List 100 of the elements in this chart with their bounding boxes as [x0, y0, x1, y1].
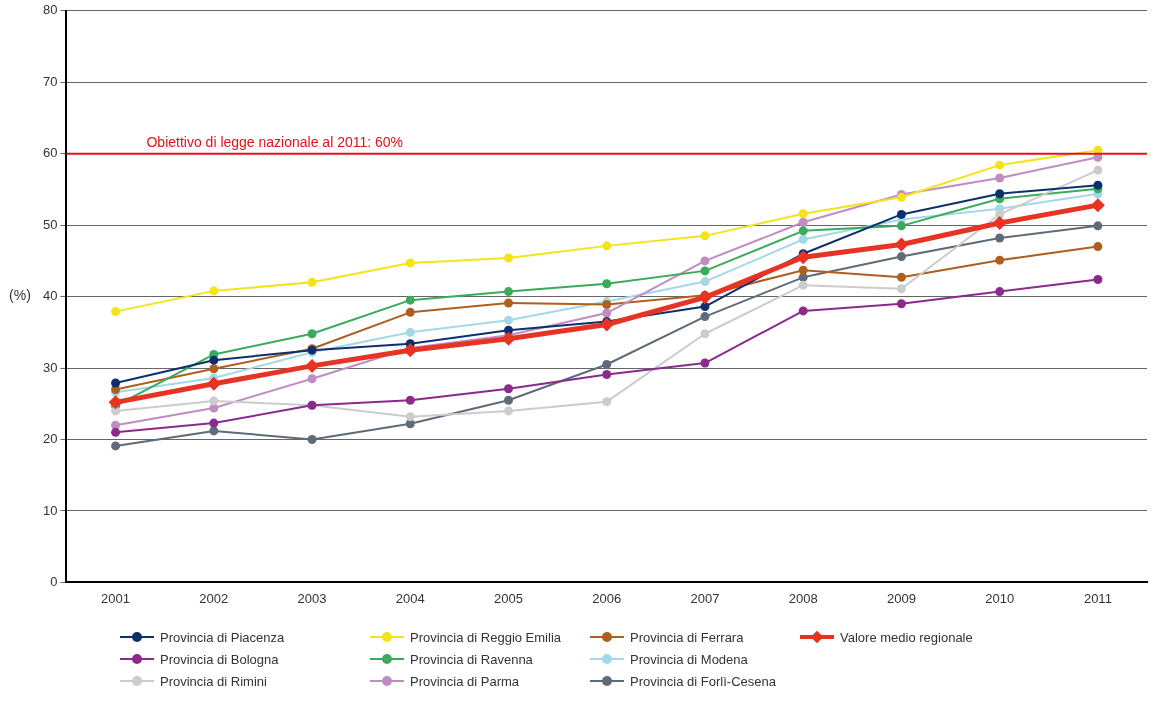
point — [405, 295, 415, 305]
y-tick-label: 20 — [42, 431, 58, 447]
x-tick-label: 2006 — [592, 590, 622, 606]
point — [602, 279, 612, 289]
point — [1093, 242, 1103, 252]
point — [206, 376, 221, 391]
x-tick-label: 2008 — [788, 590, 818, 606]
point — [209, 286, 219, 296]
point — [111, 427, 121, 437]
point — [798, 226, 808, 236]
x-tick-label: 2001 — [101, 590, 131, 606]
legend-label: Provincia di Piacenza — [160, 629, 285, 645]
point — [1093, 274, 1103, 284]
point — [209, 364, 219, 374]
point — [504, 253, 513, 263]
point — [405, 307, 415, 317]
point — [504, 395, 513, 405]
x-tick-label: 2004 — [395, 590, 425, 606]
point — [405, 412, 415, 422]
point — [896, 221, 906, 231]
point — [504, 406, 513, 416]
point — [798, 234, 808, 244]
point — [1093, 180, 1103, 190]
x-tick-label: 2003 — [297, 590, 327, 606]
point — [504, 315, 513, 325]
y-tick-label: 80 — [42, 2, 58, 18]
y-tick-label: 0 — [50, 573, 58, 589]
point — [896, 209, 906, 219]
point — [894, 237, 909, 252]
point — [111, 307, 121, 317]
point — [995, 233, 1005, 243]
legend-label: Valore medio regionale — [840, 629, 973, 645]
point — [209, 355, 219, 365]
point — [896, 252, 906, 262]
y-tick-label: 70 — [42, 73, 58, 89]
point — [504, 298, 513, 308]
point — [599, 317, 614, 332]
point — [504, 384, 513, 394]
point — [602, 308, 612, 318]
point — [307, 435, 317, 444]
point — [307, 374, 317, 384]
point — [209, 396, 219, 406]
point — [602, 369, 612, 379]
x-tick-label: 2005 — [494, 590, 523, 606]
point — [504, 287, 513, 297]
point — [798, 280, 808, 290]
point — [307, 329, 317, 339]
point — [501, 331, 516, 346]
point — [700, 329, 710, 339]
point — [896, 284, 906, 294]
point — [896, 272, 906, 282]
y-tick-label: 10 — [42, 502, 58, 518]
point — [1090, 198, 1105, 213]
y-axis-title: (%) — [9, 287, 31, 304]
point — [995, 189, 1005, 199]
point — [602, 397, 612, 407]
y-tick-label: 40 — [42, 288, 58, 304]
point — [697, 290, 712, 305]
legend-label: Provincia di Rimini — [160, 673, 267, 689]
point — [403, 343, 418, 358]
x-tick-label: 2009 — [886, 590, 916, 606]
point — [798, 265, 808, 275]
point — [305, 358, 320, 373]
x-tick-label: 2011 — [1083, 590, 1112, 606]
point — [798, 217, 808, 227]
point — [796, 250, 811, 265]
point — [700, 312, 710, 322]
legend-label: Provincia di Parma — [410, 673, 520, 689]
y-tick-label: 50 — [42, 216, 58, 232]
point — [798, 306, 808, 316]
point — [995, 173, 1005, 183]
point — [700, 266, 710, 276]
point — [992, 216, 1007, 231]
point — [209, 418, 219, 428]
y-tick-label: 60 — [42, 145, 58, 161]
ref-line-label: Obiettivo di legge nazionale al 2011: 60% — [146, 133, 404, 150]
point — [602, 241, 612, 251]
point — [995, 255, 1005, 265]
point — [798, 209, 808, 219]
point — [896, 299, 906, 309]
point — [405, 258, 415, 268]
y-tick-label: 30 — [42, 359, 58, 375]
point — [700, 277, 710, 287]
legend-label: Provincia di Modena — [630, 651, 748, 667]
point — [1093, 221, 1103, 231]
point — [111, 378, 121, 388]
legend-label: Provincia di Forlì-Cesena — [630, 673, 776, 689]
point — [700, 256, 710, 266]
x-tick-label: 2010 — [985, 590, 1015, 606]
x-tick-label: 2007 — [690, 590, 720, 606]
legend-label: Provincia di Bologna — [160, 651, 279, 667]
point — [700, 231, 710, 241]
point — [1093, 165, 1103, 175]
point — [108, 395, 123, 410]
x-tick-label: 2002 — [199, 590, 229, 606]
point — [209, 426, 219, 436]
legend-label: Provincia di Ravenna — [410, 651, 533, 667]
point — [700, 358, 710, 368]
point — [405, 327, 415, 337]
legend-label: Provincia di Reggio Emilia — [410, 629, 562, 645]
